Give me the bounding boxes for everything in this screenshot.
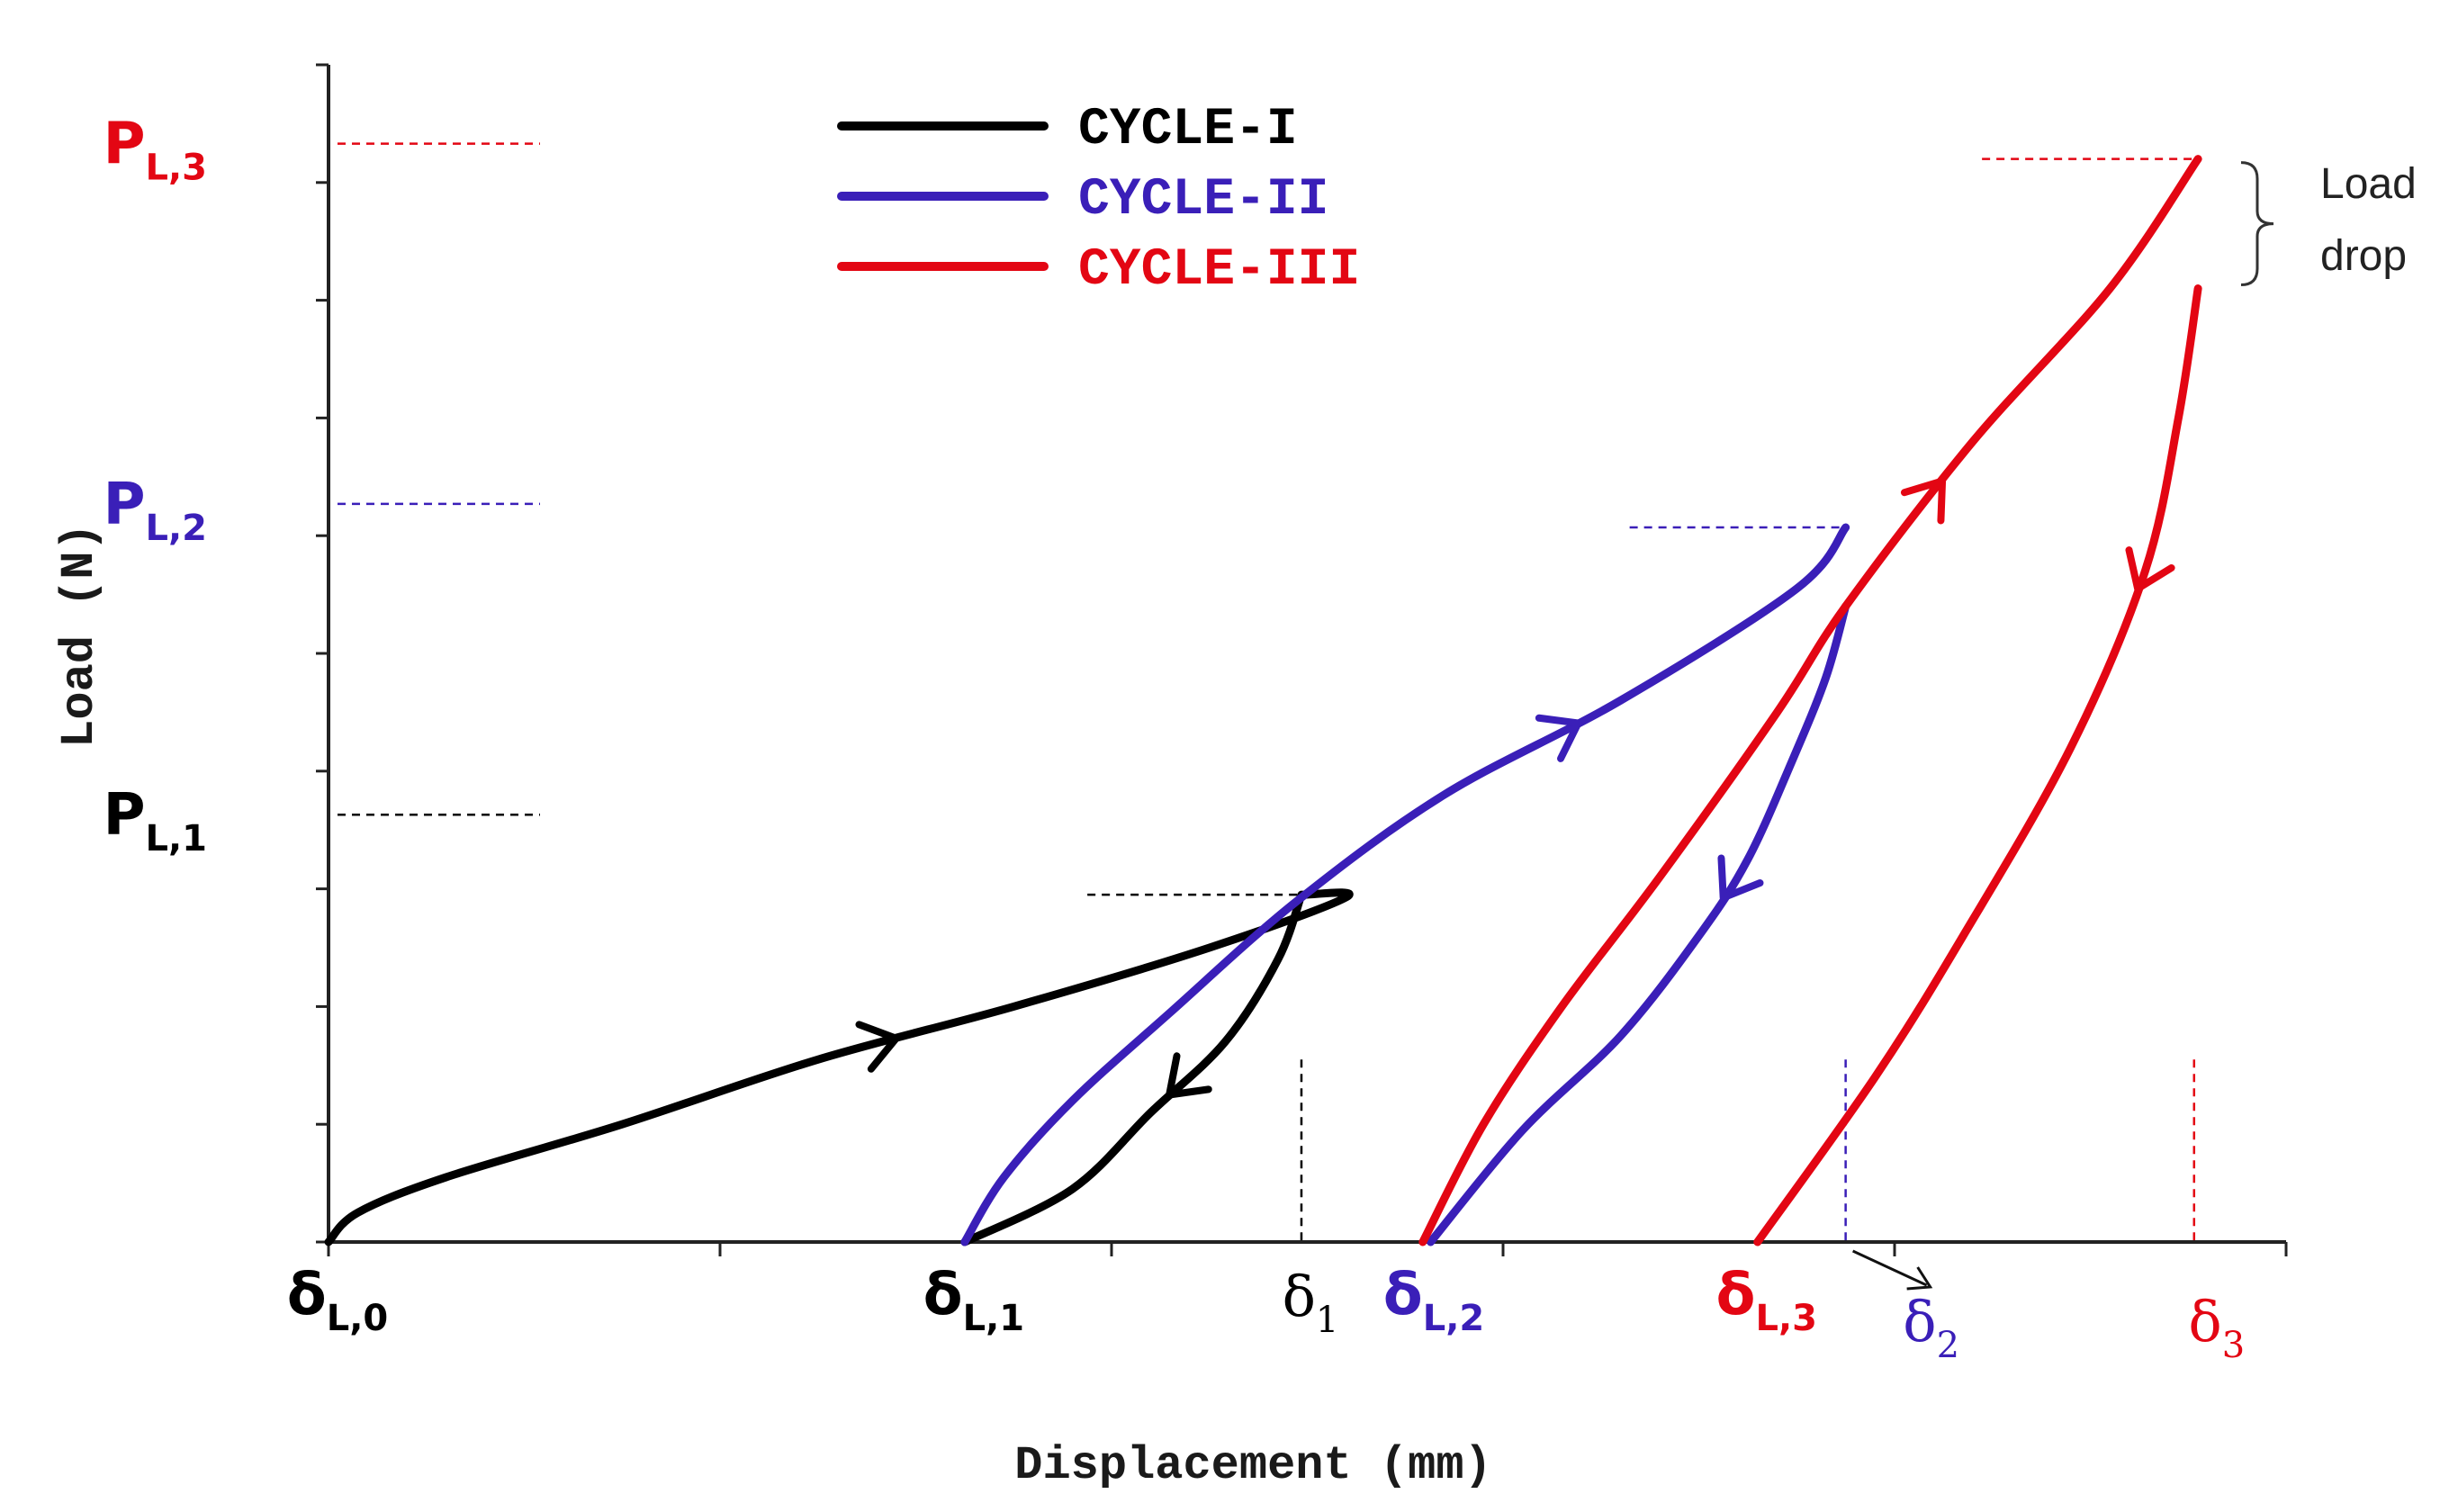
cycle3-unloading-arrow (2125, 546, 2175, 593)
peak-label-2: PL,2 (104, 472, 207, 549)
load-drop-brace (2240, 161, 2274, 287)
delta-label-1: δ1 (1283, 1264, 1339, 1341)
load-drop-text-2: drop (2320, 232, 2407, 280)
delta-2-pointer-head (1906, 1266, 1933, 1291)
legend-label-2: CYCLE-II (1078, 171, 1328, 230)
peak-label-3: PL,3 (104, 112, 207, 189)
curve-cycle-iii-loading (1418, 155, 2202, 1246)
curve-cycle-ii-unloading (1427, 602, 1850, 1246)
cycle2-loading-arrow (1535, 714, 1582, 762)
load-drop-text-1: Load (2320, 160, 2417, 208)
delta-2-pointer (1851, 1249, 1928, 1287)
curve-cycle-ii-loading (960, 523, 1850, 1246)
legend-label-1: CYCLE-I (1078, 101, 1298, 159)
cycle1-unloading-arrow (1166, 1052, 1212, 1099)
curve-cycle-i-loading (324, 888, 1354, 1246)
peak-label-1: PL,1 (104, 782, 207, 860)
curve-cycle-i-unloading (960, 890, 1306, 1246)
delta-label-3: δ3 (2188, 1289, 2245, 1366)
curve-cycle-iii-unloading (1753, 284, 2202, 1246)
delta-label-l-3: δL,3 (1716, 1262, 1817, 1339)
delta-label-2: δ2 (1903, 1289, 1959, 1366)
cycle3-loading-arrow (1900, 477, 1947, 525)
delta-label-l-1: δL,1 (923, 1262, 1024, 1339)
cycle1-loading-arrow (855, 1021, 900, 1073)
legend-label-3: CYCLE-III (1078, 241, 1360, 300)
y-axis-title: Load (N) (53, 523, 106, 748)
delta-label-l-0: δL,0 (287, 1262, 388, 1339)
cycle2-unloading-arrow (1717, 854, 1764, 902)
x-axis-title: Displacement (mm) (1014, 1439, 1492, 1492)
delta-label-l-2: δL,2 (1383, 1262, 1484, 1339)
